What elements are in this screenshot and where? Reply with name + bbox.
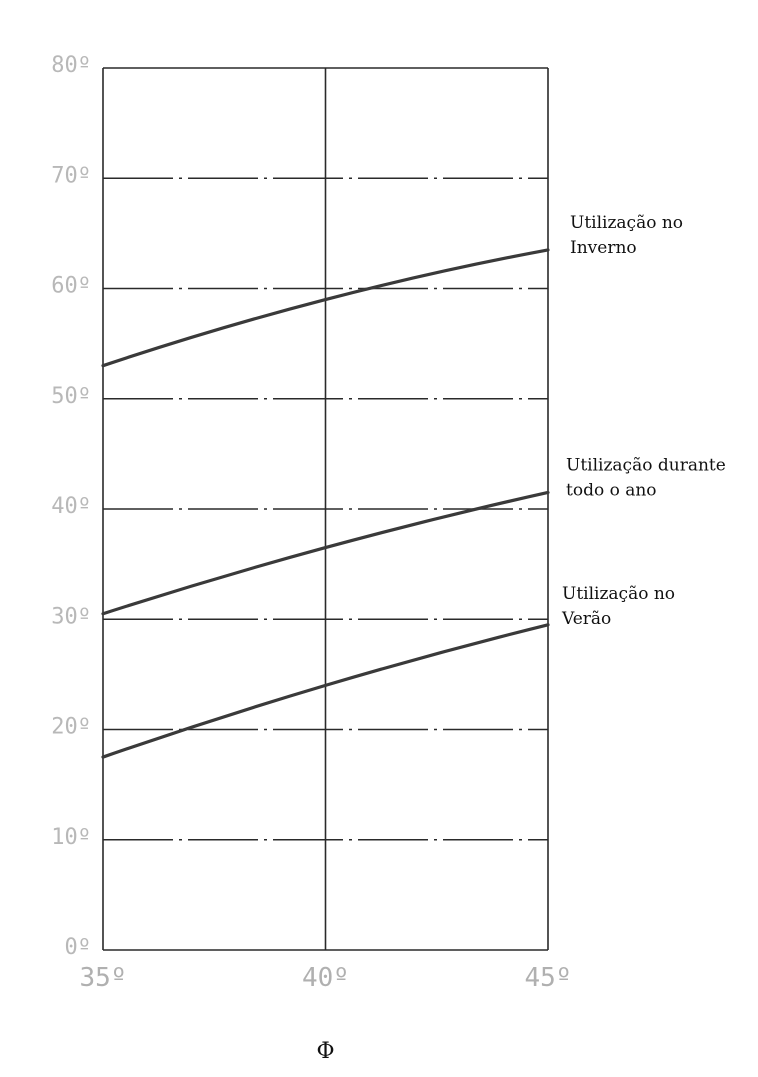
series-line-1 xyxy=(101,490,550,616)
x-axis-label: Φ xyxy=(316,1039,334,1064)
y-tick-label: 60º xyxy=(51,274,91,299)
y-tick-label: 30º xyxy=(51,604,91,629)
series-line-2 xyxy=(101,623,550,759)
series-annotation: Utilização no xyxy=(562,584,675,604)
series-annotation: Utilização durante xyxy=(566,455,726,475)
series-line-0 xyxy=(101,248,550,368)
y-tick-label: 70º xyxy=(51,163,91,188)
y-axis-ticks: 0º 10º 20º 30º 40º 50º 60º 70º 80º xyxy=(51,53,91,960)
y-tick-label: 20º xyxy=(51,715,91,740)
y-tick-label: 80º xyxy=(51,53,91,78)
x-tick-label: 45º xyxy=(525,963,572,993)
y-tick-label: 0º xyxy=(65,935,92,960)
series-lines xyxy=(101,248,550,759)
grid xyxy=(102,67,549,951)
series-annotation: Verão xyxy=(561,609,611,629)
x-tick-label: 35º xyxy=(80,963,127,993)
y-tick-label: 10º xyxy=(51,825,91,850)
series-annotations: Utilização no Inverno Utilização durante to… xyxy=(561,213,726,629)
series-annotation: Inverno xyxy=(570,238,637,258)
y-tick-label: 40º xyxy=(51,494,91,519)
x-axis-ticks: 35º 40º 45º xyxy=(80,963,572,993)
series-annotation: todo o ano xyxy=(566,480,657,500)
y-tick-label: 50º xyxy=(51,384,91,409)
series-annotation: Utilização no xyxy=(570,213,683,233)
x-tick-label: 40º xyxy=(302,963,349,993)
